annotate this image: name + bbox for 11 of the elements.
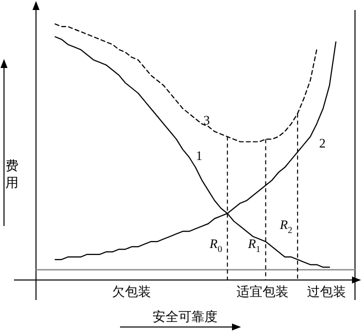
annotation: R$_{1}$ (246, 236, 260, 254)
series-label: 2 (319, 136, 326, 151)
text: 欠包装 (112, 284, 152, 299)
x-axis-title: 安全可靠度 (152, 309, 218, 324)
series-label: 1 (196, 148, 202, 164)
text: 适宜包装 (236, 284, 288, 299)
annotation: R$_{0}$ (208, 236, 223, 254)
annotation: R$_{2}$ (278, 216, 293, 236)
series-label: 3 (203, 112, 210, 128)
text: 过包装 (306, 284, 346, 299)
y-axis-title: 费用 (6, 158, 18, 190)
